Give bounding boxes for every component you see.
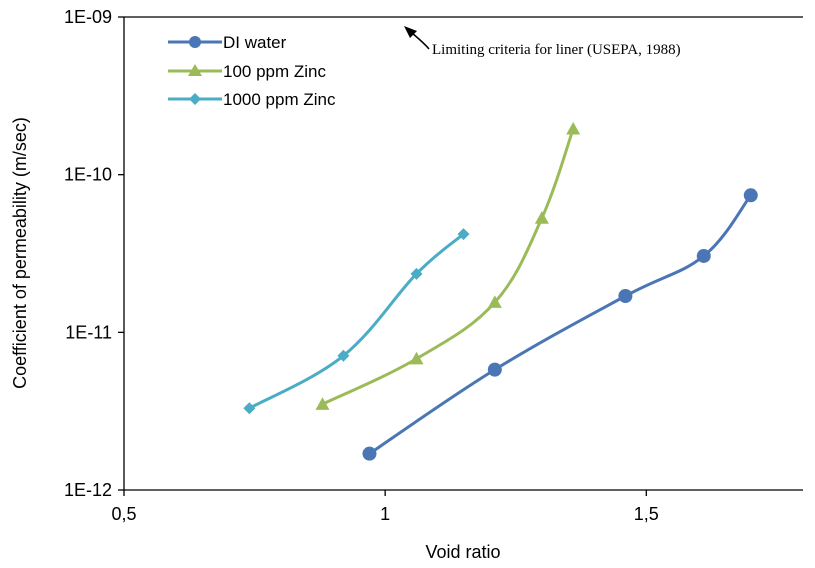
legend-item-di-water: DI water <box>168 33 287 52</box>
legend-item-1000-ppm-zinc: 1000 ppm Zinc <box>168 90 336 109</box>
legend-item-100-ppm-zinc: 100 ppm Zinc <box>168 62 326 81</box>
data-point-100-ppm-zinc <box>566 121 581 135</box>
data-point-100-ppm-zinc <box>409 351 424 365</box>
data-point-di-water <box>362 446 377 461</box>
limit-annotation: Limiting criteria for liner (USEPA, 1988… <box>404 26 681 58</box>
data-point-di-water <box>487 362 502 377</box>
legend-label-di-water: DI water <box>223 33 287 52</box>
legend-label-1000-ppm-zinc: 1000 ppm Zinc <box>223 90 336 109</box>
legend-marker-di-water <box>189 36 201 48</box>
data-point-di-water <box>743 188 758 203</box>
y-tick-label: 1E-09 <box>64 7 112 27</box>
y-tick-label: 1E-11 <box>65 322 112 342</box>
data-point-di-water <box>618 288 633 303</box>
x-tick-label: 1,5 <box>634 504 659 524</box>
y-tick-label: 1E-10 <box>64 165 112 185</box>
annotation-arrowhead-icon <box>404 26 417 38</box>
data-point-1000-ppm-zinc <box>243 402 256 415</box>
annotation-text: Limiting criteria for liner (USEPA, 1988… <box>432 42 681 58</box>
legend-marker-100-ppm-zinc <box>188 64 202 76</box>
data-point-1000-ppm-zinc <box>457 228 470 241</box>
legend-marker-1000-ppm-zinc <box>189 93 201 105</box>
x-ticks: 0,5 1 1,5 <box>111 490 659 524</box>
series-line-100-ppm-zinc <box>321 128 575 406</box>
legend: DI water 100 ppm Zinc 1000 ppm Zinc <box>168 33 336 109</box>
x-tick-label: 1 <box>380 504 390 524</box>
x-axis-title: Void ratio <box>425 542 500 562</box>
annotation-arrow-shaft <box>411 32 430 50</box>
data-point-100-ppm-zinc <box>487 295 502 308</box>
legend-label-100-ppm-zinc: 100 ppm Zinc <box>223 62 326 81</box>
series-line-di-water <box>368 194 752 455</box>
data-point-1000-ppm-zinc <box>337 349 350 362</box>
y-axis-title: Coefficient of permeability (m/sec) <box>10 117 30 389</box>
data-point-100-ppm-zinc <box>315 397 330 410</box>
y-ticks: 1E-12 1E-11 1E-10 1E-09 <box>64 7 124 500</box>
data-point-1000-ppm-zinc <box>410 267 423 280</box>
data-point-di-water <box>696 248 711 263</box>
data-point-100-ppm-zinc <box>534 211 549 224</box>
series-line-1000-ppm-zinc <box>248 232 465 410</box>
series-layer <box>243 121 758 461</box>
y-tick-label: 1E-12 <box>64 480 112 500</box>
x-tick-label: 0,5 <box>111 504 136 524</box>
